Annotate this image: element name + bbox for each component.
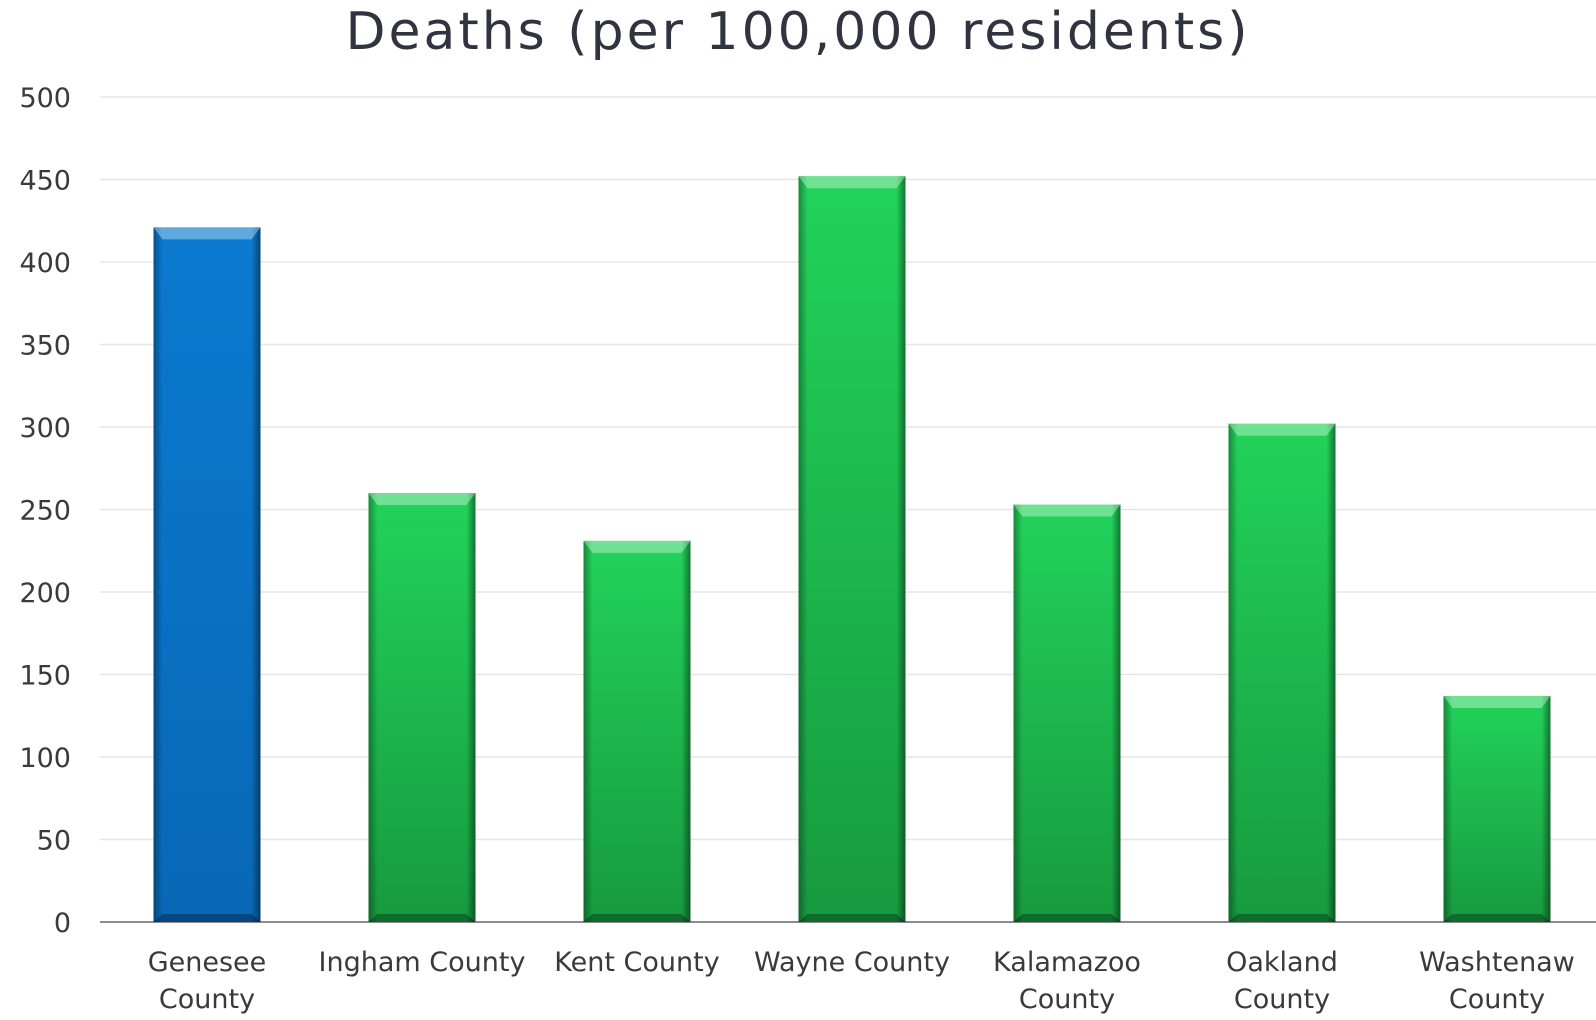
x-tick-label: Ingham County	[319, 947, 526, 978]
chart-title: Deaths (per 100,000 residents)	[345, 2, 1251, 62]
bar-bevel-top	[153, 227, 261, 240]
bar-bevel-left	[1443, 695, 1453, 922]
bar-bevel-top	[583, 540, 691, 553]
bar-bevel-bottom	[798, 914, 906, 922]
bar	[583, 540, 691, 922]
x-tick-label: Washtenaw	[1419, 947, 1575, 978]
x-tick-label: Wayne County	[754, 947, 950, 978]
y-tick-label: 500	[19, 83, 71, 114]
bar	[368, 493, 476, 922]
bar-body	[583, 540, 691, 922]
bar-bevel-right	[466, 493, 476, 922]
bar-bevel-right	[681, 540, 691, 922]
bar	[1013, 504, 1121, 922]
y-tick-label: 100	[19, 743, 71, 774]
bar-bevel-left	[798, 176, 808, 922]
y-tick-label: 350	[19, 331, 71, 362]
bar	[798, 176, 906, 922]
y-tick-label: 450	[19, 166, 71, 197]
bar-body	[798, 176, 906, 922]
bar-bevel-bottom	[1228, 914, 1336, 922]
x-tick-label: Kent County	[554, 947, 719, 978]
bar-bevel-right	[1541, 695, 1551, 922]
bar	[1228, 423, 1336, 922]
bar-bevel-left	[1013, 504, 1023, 922]
bar-bevel-bottom	[1013, 914, 1121, 922]
x-tick-label: County	[1234, 984, 1330, 1015]
bar-bevel-left	[368, 493, 378, 922]
bar-bevel-right	[896, 176, 906, 922]
y-tick-label: 150	[19, 661, 71, 692]
bar-bevel-bottom	[583, 914, 691, 922]
bar-bevel-left	[153, 227, 163, 923]
bar-bevel-right	[251, 227, 261, 923]
y-tick-label: 300	[19, 413, 71, 444]
y-tick-label: 200	[19, 578, 71, 609]
y-tick-label: 50	[37, 826, 71, 857]
x-tick-label: Kalamazoo	[993, 947, 1141, 978]
bar-bevel-left	[1228, 423, 1238, 922]
x-tick-label: Genesee	[148, 947, 267, 978]
bar-bevel-top	[368, 493, 476, 505]
y-tick-label: 400	[19, 248, 71, 279]
x-tick-label: County	[1449, 984, 1545, 1015]
x-tick-label: County	[159, 984, 255, 1015]
y-tick-label: 250	[19, 496, 71, 527]
bar-body	[1443, 695, 1551, 922]
y-tick-label: 0	[54, 908, 71, 939]
bar	[153, 227, 261, 923]
bar-bevel-top	[798, 176, 906, 189]
bar-bevel-left	[583, 540, 593, 922]
x-tick-label: Oakland	[1226, 947, 1338, 978]
bar-body	[153, 227, 261, 923]
bar-body	[1228, 423, 1336, 922]
bar-bevel-bottom	[1443, 914, 1551, 922]
bar-bevel-right	[1111, 504, 1121, 922]
bar-bevel-top	[1228, 423, 1336, 436]
bar-bevel-right	[1326, 423, 1336, 922]
bar-body	[368, 493, 476, 922]
bar-bevel-top	[1013, 504, 1121, 517]
bar	[1443, 695, 1551, 922]
bar-body	[1013, 504, 1121, 922]
x-tick-label: County	[1019, 984, 1115, 1015]
bar-bevel-bottom	[153, 914, 261, 922]
bar-bevel-top	[1443, 695, 1551, 708]
bar-bevel-bottom	[368, 914, 476, 922]
